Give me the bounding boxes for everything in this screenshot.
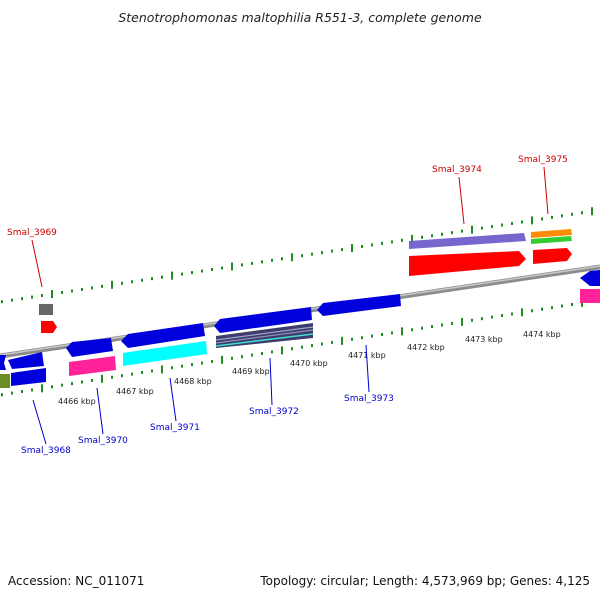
gene-arrow-3972-blue xyxy=(214,307,312,333)
kbp-label: 4467 kbp xyxy=(116,387,154,396)
gene-label: Smal_3973 xyxy=(344,394,394,404)
gene-arrow-3968-b xyxy=(11,368,46,386)
gene-label-leader xyxy=(543,166,549,215)
kbp-label: 4470 kbp xyxy=(290,359,328,368)
gene-arrow-3970-blue xyxy=(66,338,113,357)
tick-marks xyxy=(1,207,593,397)
gene-arrow-3975-red xyxy=(533,248,572,264)
gene-labels: Smal_3969 Smal_3974 Smal_3975 Smal_3968 Smal… xyxy=(7,155,568,456)
gene-label-leader xyxy=(96,387,104,435)
gene-label-leader xyxy=(32,399,47,445)
gene-block-left-edge-olive xyxy=(0,374,10,388)
gene-label: Smal_3969 xyxy=(7,228,57,238)
gene-arrow-3974-lower xyxy=(409,251,526,276)
genome-summary-text: Topology: circular; Length: 4,573,969 bp… xyxy=(260,574,590,588)
gene-arrow-3972-stripes xyxy=(216,323,313,348)
gene-3972-stripe-3 xyxy=(215,333,314,347)
gene-block-3969-gray xyxy=(39,304,53,315)
gene-label: Smal_3971 xyxy=(150,423,200,433)
gene-label-leader xyxy=(365,344,370,393)
gene-arrow-3973 xyxy=(317,294,401,316)
gene-label: Smal_3968 xyxy=(21,446,71,456)
genome-title: Stenotrophomonas maltophilia R551-3, com… xyxy=(118,10,482,25)
kbp-label: 4466 kbp xyxy=(58,397,96,406)
kbp-label: 4473 kbp xyxy=(465,335,503,344)
gene-label-leader xyxy=(169,377,177,422)
gene-arrow-left-edge-1 xyxy=(0,355,6,370)
kbp-label: 4472 kbp xyxy=(407,343,445,352)
kbp-label: 4468 kbp xyxy=(174,377,212,386)
gene-arrow-3971-blue xyxy=(121,323,205,348)
gene-label-leader xyxy=(31,239,43,288)
gene-label: Smal_3970 xyxy=(78,436,128,446)
gene-label-leader xyxy=(269,357,273,406)
gene-arrow-right-edge xyxy=(580,270,600,286)
gene-3972-stripe-1 xyxy=(215,326,314,341)
gene-label: Smal_3975 xyxy=(518,155,568,165)
accession-text: Accession: NC_011071 xyxy=(8,574,145,588)
gene-arrow-3975-orange xyxy=(531,229,572,238)
kbp-label: 4469 kbp xyxy=(232,367,270,376)
gene-arrow-3974-upper xyxy=(409,233,526,249)
forward-features xyxy=(39,229,600,333)
gene-3972-stripe-2 xyxy=(215,329,314,344)
reverse-features xyxy=(0,294,401,388)
kbp-label: 4474 kbp xyxy=(523,330,561,339)
gene-arrow-3975-green xyxy=(531,236,572,244)
gene-label: Smal_3974 xyxy=(432,165,482,175)
gene-block-right-edge-magenta xyxy=(580,289,600,303)
gene-label-leader xyxy=(458,176,465,225)
label-leaders xyxy=(31,166,549,445)
gene-arrow-3970-magenta xyxy=(69,356,116,376)
gene-label: Smal_3972 xyxy=(249,407,299,417)
gene-arrow-3969 xyxy=(41,321,57,333)
gene-arrow-3971-cyan xyxy=(123,341,207,366)
gene-arrow-3968-a xyxy=(8,352,44,369)
